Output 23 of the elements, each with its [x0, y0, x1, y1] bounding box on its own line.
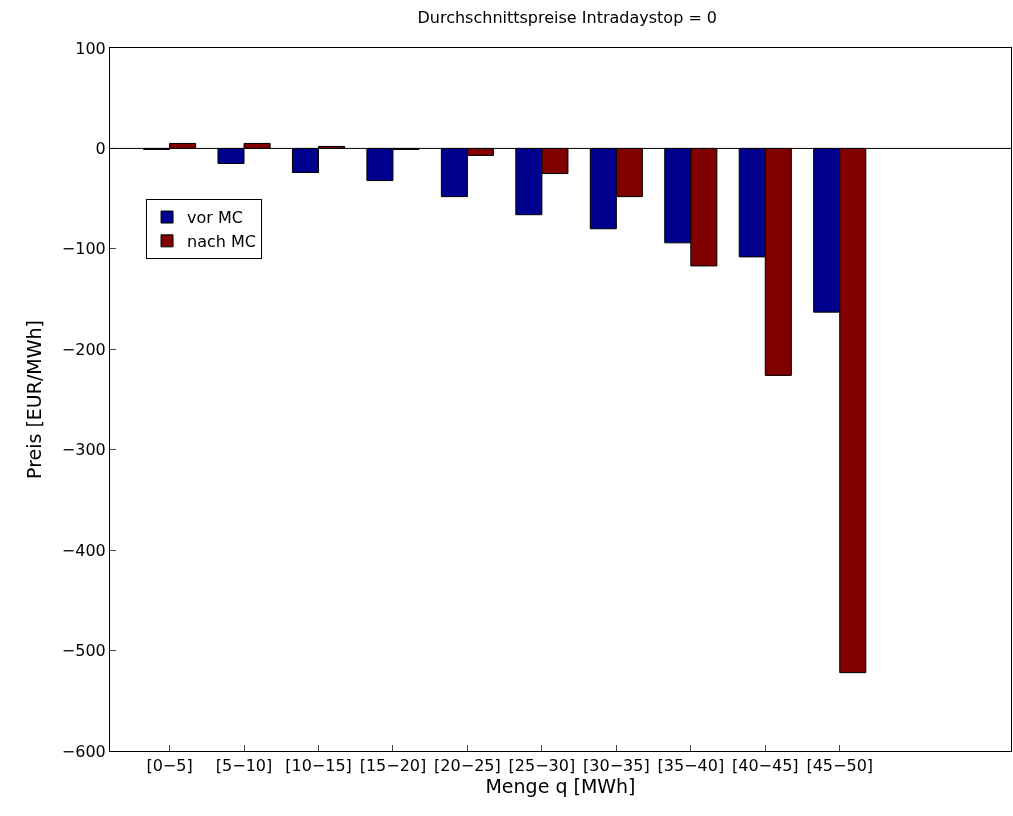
y-tick-label: 100 — [75, 38, 106, 58]
x-tick-label: [45−50] — [806, 756, 874, 776]
y-tick-label: −500 — [61, 641, 106, 661]
y-tick-label: −100 — [61, 239, 106, 259]
y-tick-label: −200 — [61, 339, 106, 359]
x-tick-label: [0−5] — [146, 756, 193, 776]
x-tick-label: [25−30] — [508, 756, 576, 776]
x-tick-label: [40−45] — [731, 756, 799, 776]
y-tick-label: −300 — [61, 440, 106, 460]
legend-label: nach MC — [187, 232, 256, 252]
y-tick-label: 0 — [95, 139, 106, 159]
x-tick-label: [20−25] — [434, 756, 501, 776]
x-axis-title: Menge q [MWh] — [485, 775, 636, 798]
x-tick-label: [10−15] — [285, 756, 352, 776]
chart-title: Durchschnittspreise Intradaystop = 0 — [417, 8, 718, 28]
y-tick-label: −400 — [61, 540, 106, 560]
x-tick-label: [35−40] — [657, 756, 725, 776]
x-tick-label: [15−20] — [359, 756, 427, 776]
legend-label: vor MC — [187, 208, 243, 228]
x-tick-label: [30−35] — [583, 756, 650, 776]
y-axis-title: Preis [EUR/MWh] — [22, 320, 45, 479]
x-tick-label: [5−10] — [215, 756, 273, 776]
y-tick-label: −600 — [61, 741, 106, 761]
